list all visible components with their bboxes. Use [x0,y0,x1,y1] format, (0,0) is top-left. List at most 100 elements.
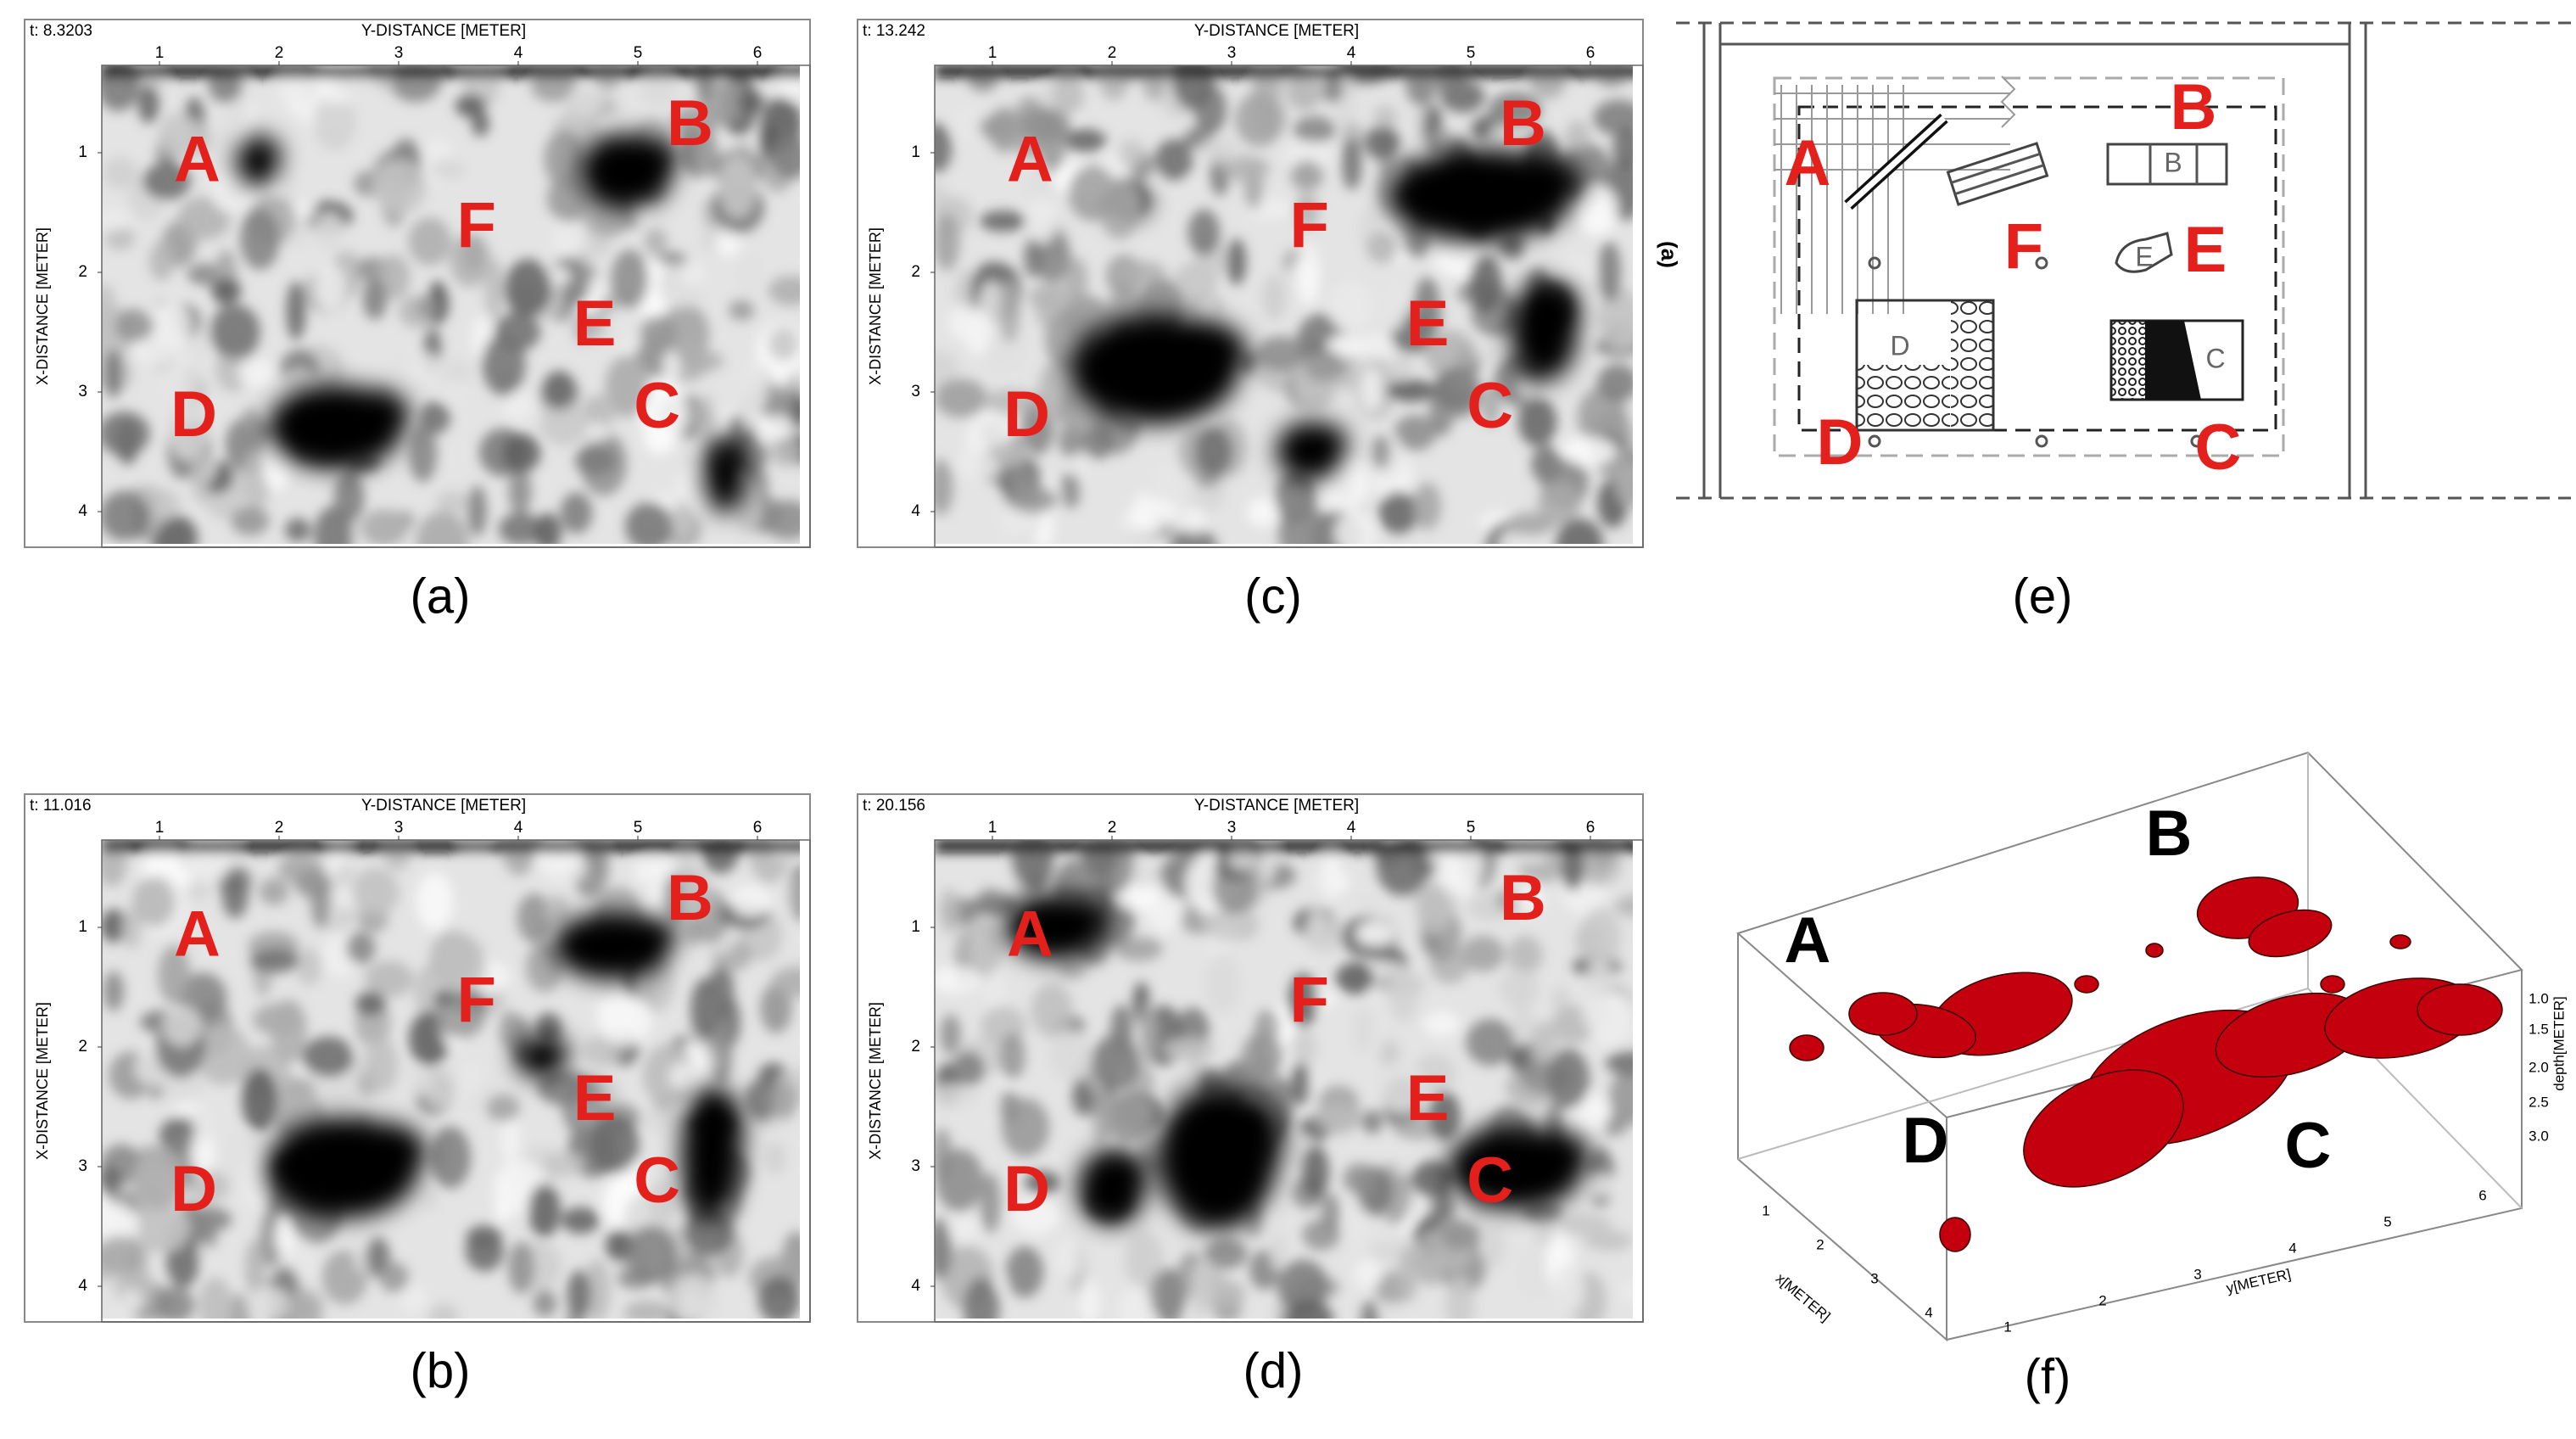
anomaly [1508,1129,1590,1181]
texture-cell [731,886,772,917]
texture-cell [647,1179,679,1225]
texture-cell [1537,481,1581,525]
texture-cell [1286,69,1323,111]
texture-cell [1295,244,1321,305]
feature-label: B [2146,798,2193,870]
texture-cell [1071,1080,1094,1117]
texture-cell [1577,1173,1622,1197]
texture-cell [1221,155,1271,182]
feature-label: D [1003,1153,1050,1225]
feature-label: F [1289,189,1328,261]
feature-label: D [1817,406,1864,479]
x-axis-title: Y-DISTANCE [METER] [361,797,526,815]
texture-cell [241,1067,278,1132]
texture-cell [104,349,123,399]
texture-cell [1609,1069,1633,1125]
texture-cell [103,157,138,189]
x-tick-label: 2 [1816,1236,1824,1252]
x-tick-label: 5 [634,819,643,837]
texture-cell [486,1094,520,1123]
texture-cell [435,490,471,513]
texture-cell [692,992,721,1021]
texture-cell [1513,973,1532,1029]
texture-cell [435,934,486,995]
texture-cell [1194,426,1233,477]
texture-cell [640,75,677,108]
texture-cell [105,227,135,250]
texture-cell [935,212,960,272]
texture-cell [430,158,465,181]
x-tick-label: 2 [275,44,284,62]
caption: (e) [2013,568,2073,624]
texture-cell [360,508,408,544]
texture-cell [533,1290,557,1318]
feature-label: F [1289,964,1328,1036]
texture-cell [313,212,345,249]
plot-frame [934,839,1644,1323]
texture-cell [625,501,673,544]
feature-label: B [1500,862,1546,934]
inner-label: C [2205,343,2225,373]
texture-cell [1342,137,1362,190]
texture-cell [1551,986,1570,1011]
texture-cell [589,1113,640,1174]
y-tick-label: 6 [2478,1187,2486,1203]
texture-cell [436,998,485,1039]
texture-cell [1388,966,1420,1023]
feature-label: B [2171,71,2217,143]
y-tick-label: 4 [911,1277,920,1295]
texture-cell [1320,850,1343,900]
marker [2190,434,2204,448]
z-tick-label: 1.0 [2529,990,2549,1006]
texture-cell [1469,254,1502,315]
texture-cell [1461,935,1505,972]
texture-cell [1488,92,1542,127]
texture-cell [285,518,311,542]
texture-cell [1163,1038,1215,1061]
texture-cell [1614,895,1633,917]
texture-cell [102,283,118,344]
texture-cell [355,991,386,1016]
anomaly [606,915,678,956]
texture-cell [757,1275,800,1319]
texture-cell [1322,1193,1340,1234]
texture-cell [763,1141,786,1175]
volume-render [1736,751,2523,1342]
texture-cell [958,918,1003,977]
texture-cell [286,1289,324,1319]
x-tick-label: 4 [514,44,523,62]
texture-cell [149,241,174,282]
texture-cell [1118,138,1144,167]
time-label: t: 13.242 [863,22,925,40]
x-tick-label: 2 [1108,44,1117,62]
x-tick-label: 2 [1108,819,1117,837]
survey-area [1797,105,2277,432]
y-tick-label: 3 [911,1157,920,1175]
y-tick-label: 3 [2193,1266,2201,1282]
texture-cell [991,441,1028,467]
texture-cell [296,947,321,987]
feature-e [2115,232,2173,273]
texture-cell [670,501,695,540]
isosurface [2320,975,2345,994]
x-tick-label: 3 [394,44,404,62]
texture-cell [567,86,602,117]
texture-cell [313,93,356,151]
feature-label: C [634,370,680,442]
texture-cell [1284,141,1333,170]
x-tick-label: 2 [275,819,284,837]
texture-cell [1113,884,1157,910]
texture-cell [351,867,400,917]
y-tick-label: 3 [78,383,87,400]
texture-cell [429,1126,471,1189]
z-axis-title: depth[METER] [2551,996,2567,1091]
texture-cell [1530,1021,1557,1074]
texture-cell [528,1183,561,1238]
texture-cell [738,253,760,299]
texture-cell [624,1300,670,1319]
texture-cell [1000,1089,1020,1125]
texture-cell [1290,160,1323,191]
texture-cell [1327,280,1372,333]
texture-cell [625,1224,678,1284]
